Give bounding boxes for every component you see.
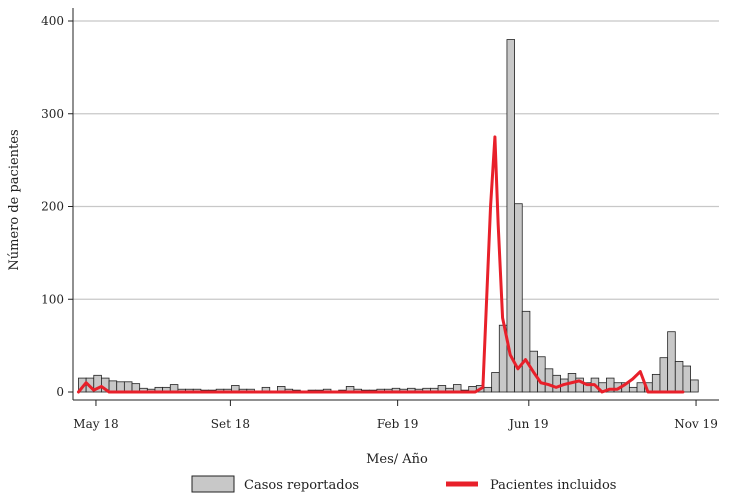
bar [544, 368, 554, 393]
x-tick-label: Nov 19 [674, 417, 718, 431]
bar [123, 381, 133, 393]
y-tick-label: 200 [41, 200, 64, 214]
bar [537, 356, 546, 393]
bar [628, 386, 638, 393]
bar [667, 331, 676, 393]
line-series [76, 135, 685, 394]
grid-lines [73, 20, 719, 300]
x-axis-title: Mes/ Año [366, 452, 428, 467]
y-tick-label: 300 [41, 107, 64, 121]
bar [491, 372, 500, 393]
bar [651, 373, 661, 393]
x-tick-label: May 18 [73, 417, 118, 431]
y-ticks: 0 100 200 300 400 [41, 14, 73, 399]
line-path [76, 135, 685, 394]
y-tick-label: 400 [41, 14, 64, 28]
legend-label-bars: Casos reportados [244, 478, 359, 493]
axes [72, 8, 719, 401]
y-tick-label: 100 [41, 292, 64, 306]
bar [108, 380, 118, 393]
bar [682, 365, 691, 393]
bar-series [78, 39, 699, 393]
bar [514, 203, 523, 393]
x-tick-label: Feb 19 [377, 417, 419, 431]
x-ticks: May 18 Set 18 Feb 19 Jun 19 Nov 19 [73, 400, 718, 431]
bar [690, 379, 699, 393]
legend: Casos reportados Pacientes incluidos [191, 475, 616, 493]
bar [521, 310, 531, 393]
bar [116, 381, 125, 393]
bar [659, 357, 669, 393]
legend-label-line: Pacientes incluidos [490, 478, 616, 493]
y-axis-title: Número de pacientes [7, 129, 22, 270]
legend-swatch-bars [191, 475, 235, 493]
x-tick-label: Set 18 [211, 417, 250, 431]
bar [552, 374, 561, 393]
bar [674, 360, 684, 393]
bar [483, 386, 493, 393]
x-tick-label: Jun 19 [507, 417, 548, 431]
y-tick-label: 0 [56, 385, 64, 399]
